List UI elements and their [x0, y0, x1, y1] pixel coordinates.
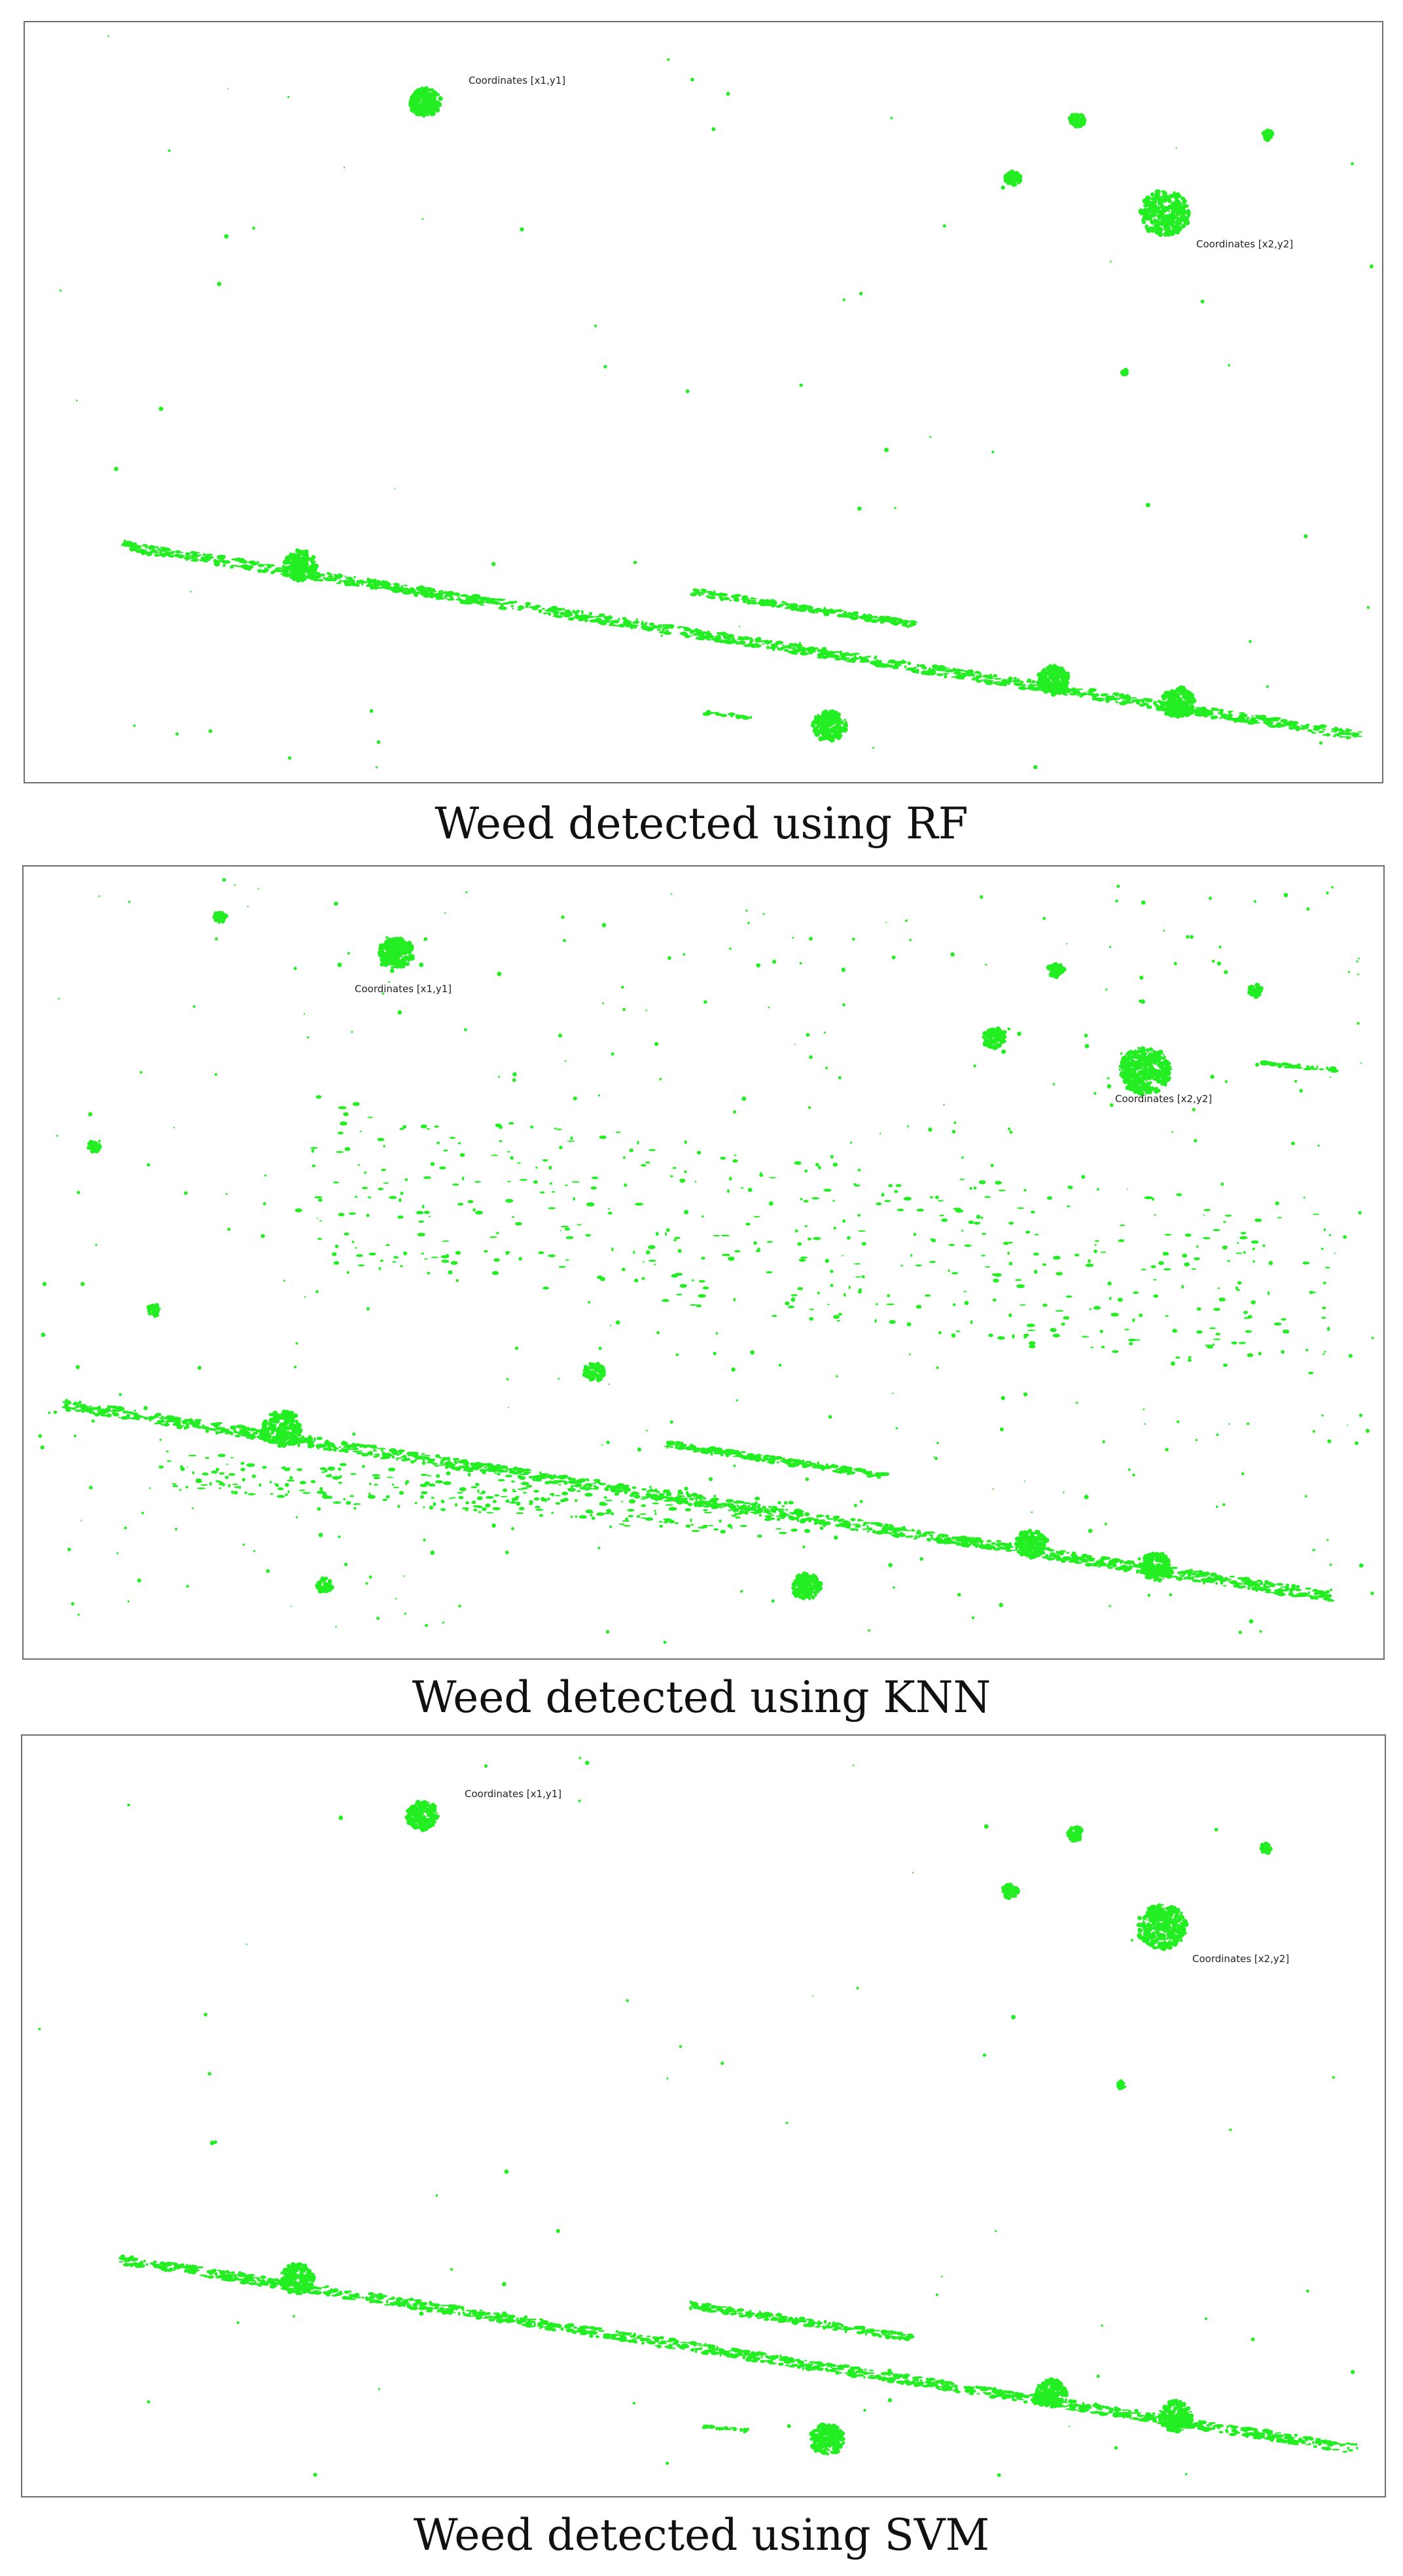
noise-specks [59, 35, 1374, 770]
weed-cluster [315, 1576, 334, 1594]
weed-cluster [1067, 113, 1087, 129]
svm-coordinates-label-1: Coordinates [x1,y1] [465, 1788, 562, 1800]
weed-cluster [86, 1139, 102, 1154]
weed-cluster [1259, 1841, 1273, 1855]
rf-coordinates-label-1: Coordinates [x1,y1] [469, 75, 566, 86]
knn-detection-image: Coordinates [x1,y1] Coordinates [x2,y2] [22, 865, 1385, 1660]
crop-row [702, 709, 753, 720]
weed-cluster [146, 1302, 161, 1318]
knn-caption: Weed detected using KNN [412, 1672, 991, 1723]
noise-row [1255, 1060, 1339, 1073]
weed-cluster [791, 1571, 823, 1601]
weed-cluster [1118, 1046, 1173, 1097]
svm-weed-mask [38, 1757, 1359, 2477]
weed-cluster [212, 910, 228, 924]
weed-cluster [810, 709, 849, 743]
weed-cluster [1001, 1882, 1020, 1901]
weed-cluster [404, 1800, 440, 1833]
weed-cluster [378, 937, 415, 969]
weed-cluster [1116, 2079, 1127, 2090]
crop-row [118, 2254, 1359, 2453]
noise-row [294, 1095, 1330, 1374]
knn-coordinates-label-2: Coordinates [x2,y2] [1115, 1093, 1213, 1105]
rf-coordinates-label-2: Coordinates [x2,y2] [1196, 238, 1294, 250]
rf-detection-image: Coordinates [x1,y1] Coordinates [x2,y2] [24, 21, 1383, 783]
crop-row [689, 2300, 915, 2342]
crop-row [702, 2424, 749, 2434]
weed-cluster [1120, 367, 1129, 377]
weed-cluster [1046, 961, 1067, 979]
weed-cluster [1247, 982, 1264, 999]
crop-row [690, 588, 917, 628]
weed-cluster [982, 1026, 1007, 1050]
knn-coordinates-label-1: Coordinates [x1,y1] [355, 983, 452, 995]
crop-row [62, 1399, 1335, 1602]
rf-caption: Weed detected using RF [435, 798, 968, 849]
svm-coordinates-label-2: Coordinates [x2,y2] [1192, 1953, 1290, 1965]
noise-row [158, 1450, 811, 1538]
crop-row [121, 539, 1363, 740]
svm-caption: Weed detected using SVM [413, 2510, 990, 2560]
noise-specks [38, 878, 1374, 1644]
noise-specks [38, 1757, 1355, 2477]
rf-weed-mask [59, 35, 1374, 770]
weed-cluster [1136, 1903, 1189, 1952]
crop-row [664, 1440, 890, 1479]
weed-cluster [809, 2422, 845, 2456]
weed-cluster [1066, 1825, 1084, 1843]
weed-cluster [582, 1361, 606, 1382]
weed-cluster [408, 86, 443, 118]
weed-cluster [1261, 128, 1275, 143]
weed-cluster [1003, 169, 1023, 187]
knn-weed-mask [38, 878, 1374, 1644]
weed-cluster [1138, 189, 1191, 238]
svm-detection-image: Coordinates [x1,y1] Coordinates [x2,y2] [21, 1734, 1386, 2497]
